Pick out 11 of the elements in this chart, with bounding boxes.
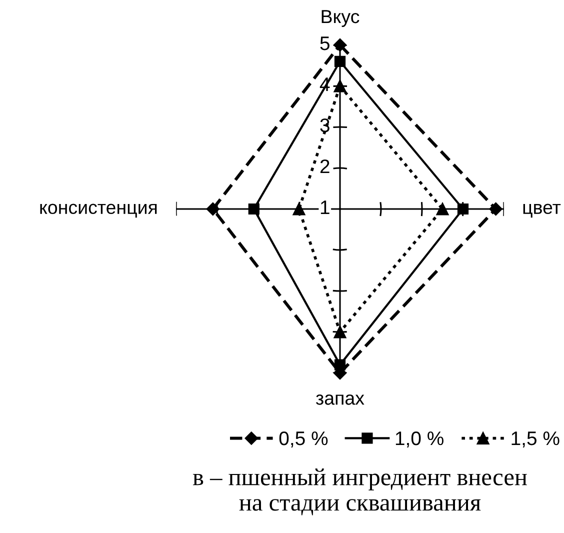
spoke-label: Вкус [322, 10, 360, 27]
legend-label: 1,5 % [512, 432, 560, 448]
spoke-label: консистенция [40, 204, 157, 218]
spoke-label: цвет [523, 204, 561, 218]
legend-label: 1,0 % [396, 431, 444, 448]
y-tick-label: 1 [320, 200, 330, 214]
text: в – пшенный ингредиент внесен на стадии сквашивания [192, 468, 527, 516]
y-tick-label: 5 [320, 36, 330, 50]
y-tick-label: 2 [320, 159, 330, 174]
legend-label: 0,5 % [279, 431, 328, 448]
spoke-label: запах [316, 394, 364, 405]
